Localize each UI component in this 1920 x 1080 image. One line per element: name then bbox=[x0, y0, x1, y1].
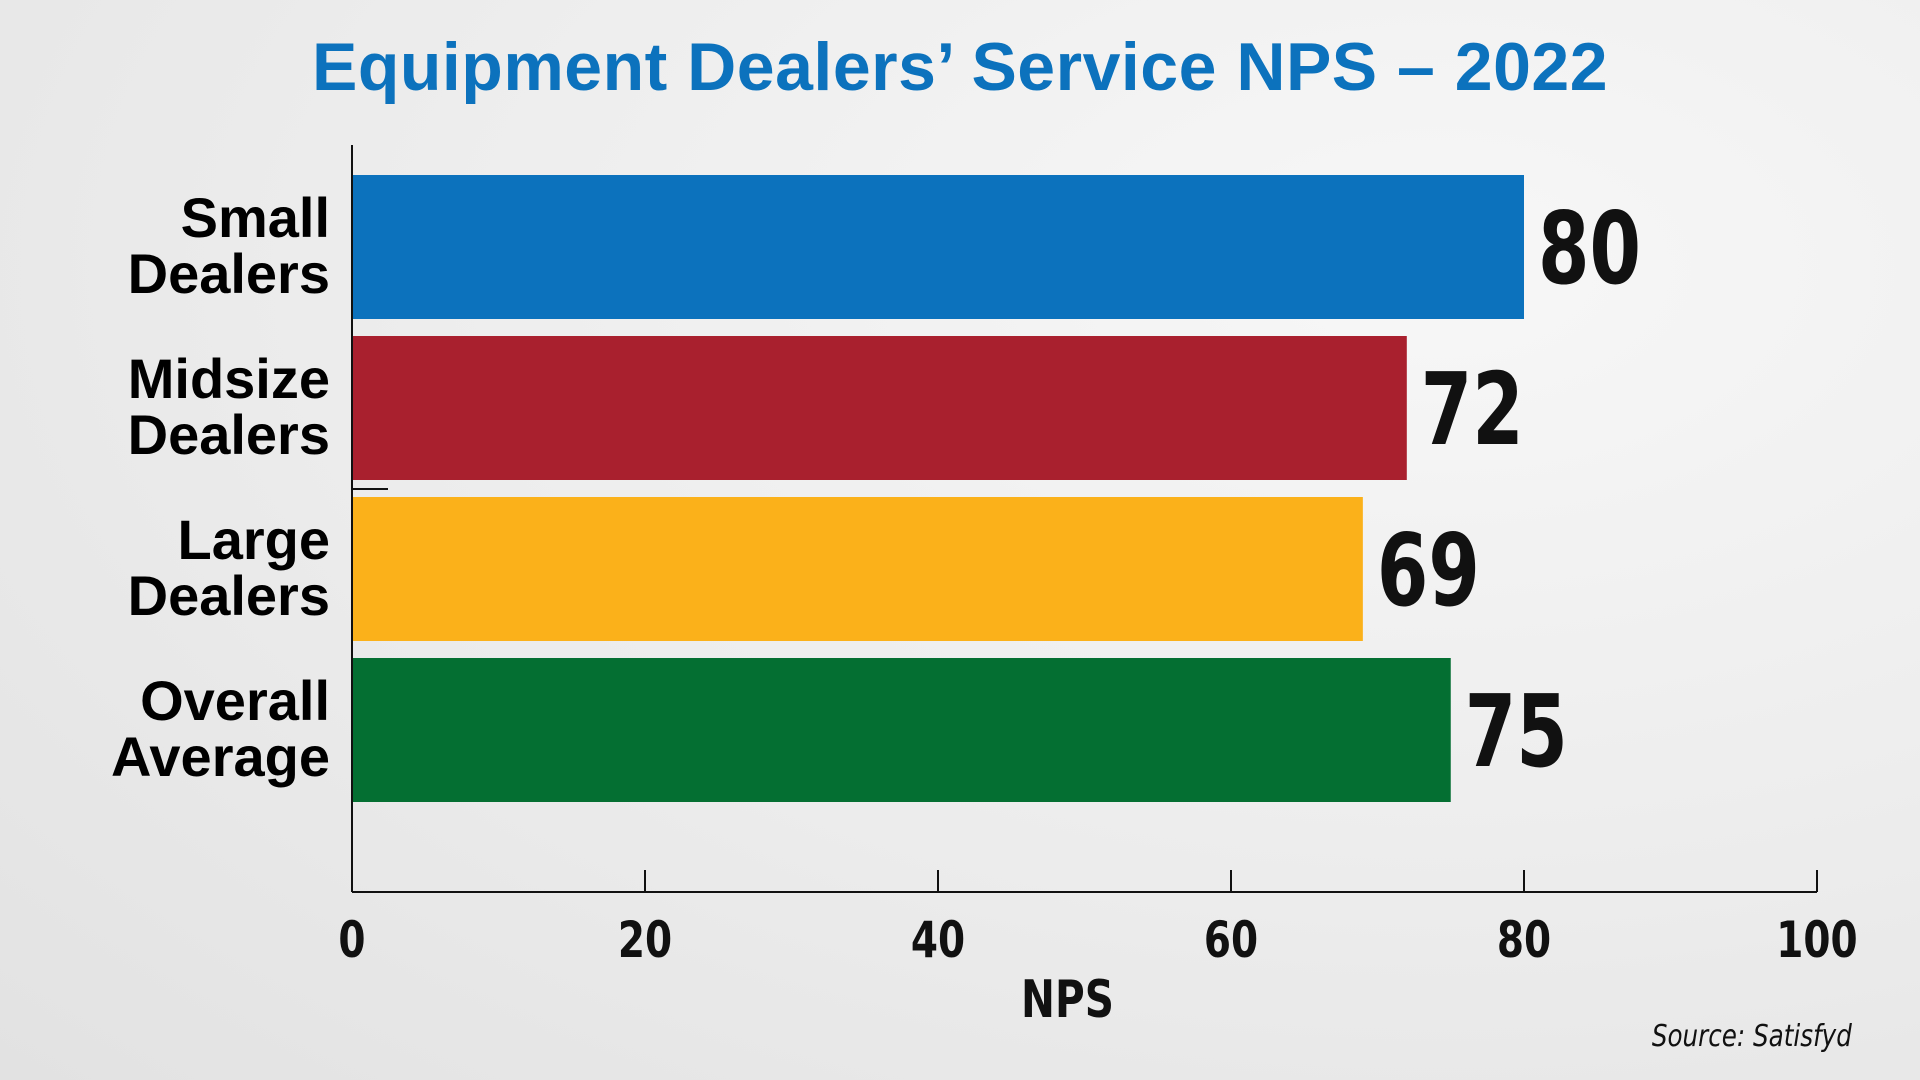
value-label-0: 80 bbox=[1538, 190, 1641, 307]
source-note: Source: Satisfyd bbox=[1652, 1019, 1852, 1054]
category-label-2-1: Dealers bbox=[128, 564, 330, 627]
bar-3 bbox=[352, 658, 1451, 802]
x-tick-label-1: 20 bbox=[618, 910, 672, 969]
bar-1 bbox=[352, 336, 1407, 480]
x-tick-label-3: 60 bbox=[1204, 910, 1258, 969]
x-tick-label-2: 40 bbox=[911, 910, 965, 969]
x-axis-title: NPS bbox=[1021, 969, 1114, 1029]
labels-layer: 80SmallDealers72MidsizeDealers69LargeDea… bbox=[111, 186, 1641, 790]
category-label-1-1: Dealers bbox=[128, 403, 330, 466]
category-label-1-0: Midsize bbox=[128, 347, 330, 410]
value-label-3: 75 bbox=[1465, 673, 1568, 790]
bar-2 bbox=[352, 497, 1363, 641]
category-label-0-1: Dealers bbox=[128, 242, 330, 305]
axis-layer: 0 20 40 60 80 100 NPS bbox=[338, 145, 1858, 1029]
bar-0 bbox=[352, 175, 1524, 319]
category-label-0-0: Small bbox=[181, 186, 330, 249]
category-label-3-1: Average bbox=[111, 725, 330, 788]
category-label-3-0: Overall bbox=[140, 669, 330, 732]
value-label-2: 69 bbox=[1377, 512, 1480, 629]
value-label-1: 72 bbox=[1421, 351, 1524, 468]
category-label-2-0: Large bbox=[178, 508, 331, 571]
x-tick-label-4: 80 bbox=[1497, 910, 1551, 969]
x-tick-label-0: 0 bbox=[338, 910, 365, 969]
x-tick-label-5: 100 bbox=[1776, 910, 1857, 969]
bars-layer bbox=[352, 175, 1524, 802]
chart-title: Equipment Dealers’ Service NPS – 2022 bbox=[311, 29, 1609, 105]
